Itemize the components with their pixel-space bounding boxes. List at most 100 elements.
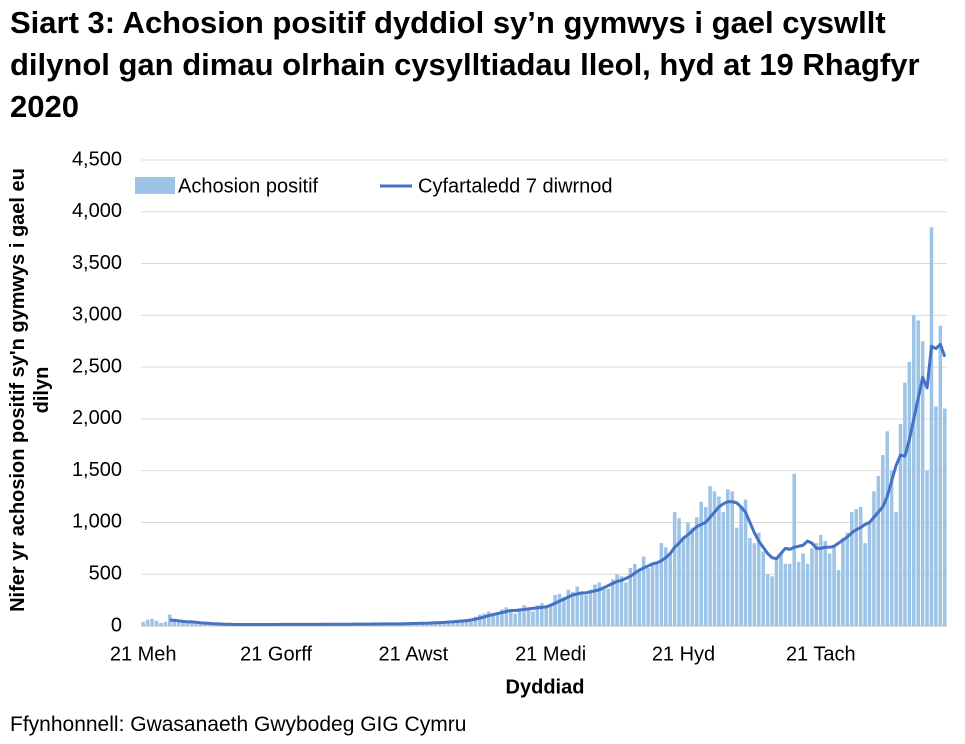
bar [597,582,602,626]
bar [938,325,943,626]
x-tick-label: 21 Hyd [652,643,715,665]
bar [712,491,717,626]
bar [526,609,531,626]
y-tick-label: 4,500 [72,148,122,170]
x-axis-label: Dyddiad [506,676,585,698]
bar [726,489,730,626]
bar [633,563,637,626]
bar [566,589,571,626]
bar [531,611,535,626]
bar [792,473,796,626]
bar [172,620,176,626]
bar [500,609,504,626]
bar [668,553,672,626]
bar [907,361,912,626]
y-tick-label: 4,000 [72,200,122,222]
legend-label: Cyfartaledd 7 diwrnod [418,175,613,197]
bar [690,527,695,626]
bar [854,508,858,626]
bar [845,532,850,626]
y-tick-label: 0 [111,614,122,636]
bar [810,548,814,626]
bar [743,499,748,626]
bar [495,612,500,626]
bar [916,320,920,626]
y-tick-label: 3,000 [72,304,122,326]
bar [779,553,783,626]
bar [863,543,867,626]
y-tick-label: 3,500 [72,252,122,274]
bar [788,563,792,626]
y-tick-label: 1,500 [72,459,122,481]
bar [734,527,739,626]
bar [504,607,509,626]
bar [159,622,163,626]
bar [659,543,664,626]
bar [544,607,548,626]
bar [823,541,827,626]
bar [881,455,885,626]
bar [584,594,588,626]
bar [562,597,566,626]
bar [517,608,522,626]
bar [513,613,517,626]
bar [641,556,646,626]
bar [464,620,469,626]
bar [858,506,863,626]
bar [708,486,712,626]
bar [451,620,455,626]
bar [575,586,579,626]
bar [424,623,429,626]
bar [801,553,805,626]
bar [783,563,788,626]
bar [646,568,650,626]
y-tick-label: 1,000 [72,511,122,533]
bar [903,382,907,626]
bar [637,570,641,626]
bar [894,512,898,626]
bar [535,605,540,626]
bar [721,512,726,626]
bar [185,622,190,626]
bar [163,621,168,626]
bar [827,553,832,626]
bar [867,522,872,626]
x-tick-label: 21 Meh [110,643,177,665]
bar [805,563,810,626]
bar [141,621,145,626]
bar [438,622,442,626]
x-tick-label: 21 Awst [379,643,449,665]
bar [203,623,207,626]
x-tick-label: 21 Tach [786,643,856,665]
bar [943,408,947,626]
bar [190,622,194,626]
bar [491,614,495,626]
bar [455,621,460,626]
bar [703,506,708,626]
bar [876,475,881,626]
bar [717,496,721,626]
bar [889,470,894,626]
bar [181,621,185,626]
bar [819,534,823,626]
bar [593,584,597,626]
bar [650,563,655,626]
y-axis-label: Nifer yr achosion positif sy'n gymwys i … [7,168,53,612]
bar [486,611,491,626]
bar [553,594,557,626]
bar [832,547,836,626]
bar [447,621,451,626]
bar [199,623,203,626]
bar [814,543,819,626]
bar [836,570,841,626]
bar [509,610,513,626]
bar [212,624,216,626]
bar [150,618,154,626]
bar [154,620,159,626]
bar [176,621,181,626]
bar [761,551,765,626]
bar [672,512,677,626]
bar [571,591,575,626]
bar [540,603,544,626]
